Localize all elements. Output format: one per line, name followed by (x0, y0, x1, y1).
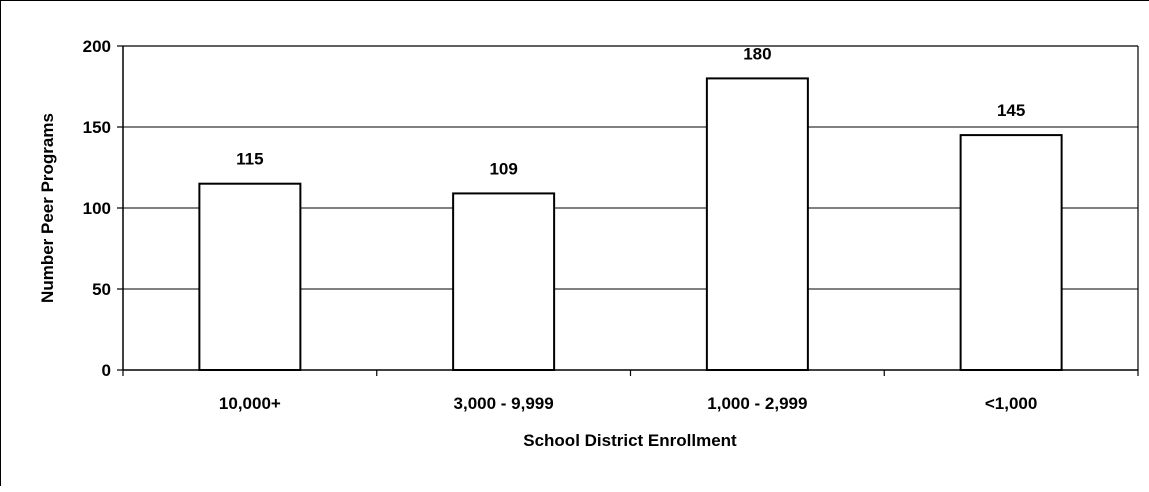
bar (452, 192, 556, 371)
data-label: 109 (489, 159, 517, 178)
data-label: 115 (236, 150, 263, 169)
y-tick-label: 50 (92, 280, 111, 299)
labels: 0 50 100 150 200 115 10,000+ 109 3,000 - 9,999 18… (83, 37, 1038, 413)
y-tick-label: 100 (83, 199, 111, 218)
x-category-label: 3,000 - 9,999 (454, 394, 554, 413)
data-label: 145 (997, 101, 1025, 120)
bars (198, 77, 1063, 372)
bar (198, 182, 302, 371)
y-tick-label: 200 (83, 37, 111, 56)
y-axis-title: Number Peer Programs (38, 113, 57, 303)
bar (705, 77, 809, 372)
axes (117, 45, 1139, 376)
x-category-label: 10,000+ (219, 394, 281, 413)
bar (959, 134, 1063, 371)
x-category-label: <1,000 (985, 394, 1037, 413)
y-tick-label: 0 (102, 361, 111, 380)
data-label: 180 (743, 44, 771, 63)
y-tick-label: 150 (83, 118, 111, 137)
x-axis-title: School District Enrollment (523, 431, 737, 450)
x-category-label: 1,000 - 2,999 (707, 394, 807, 413)
